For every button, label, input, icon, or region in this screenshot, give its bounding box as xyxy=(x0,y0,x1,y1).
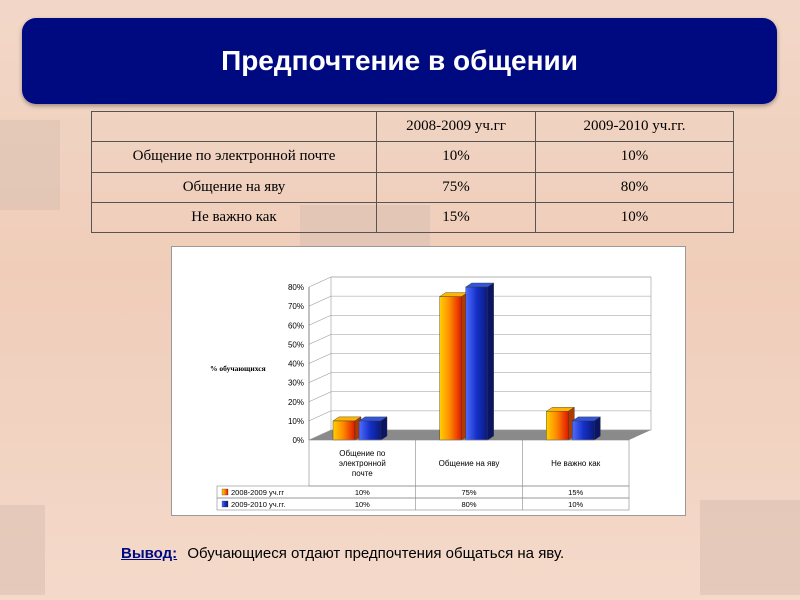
chart-y-tick-label: 50% xyxy=(288,340,304,349)
chart-table-row xyxy=(216,497,630,511)
chart-gridline xyxy=(308,314,332,326)
chart-bar xyxy=(546,411,569,441)
chart-y-tick-label: 70% xyxy=(288,302,304,311)
bar-chart: 0% 10% 20% 30% 40% 50% 60% 70% 80% % обучающихся О… xyxy=(171,246,686,516)
background-shape xyxy=(0,505,45,595)
table-header-cell: 2008-2009 уч.гг xyxy=(376,110,536,143)
table-cell: Не важно как xyxy=(91,201,377,234)
chart-bar xyxy=(358,420,382,441)
chart-bar-side xyxy=(380,416,388,441)
chart-y-tick-label: 20% xyxy=(288,398,304,407)
chart-category-label: Общение на яву xyxy=(439,459,500,468)
table-cell: 75% xyxy=(376,171,536,203)
chart-gridline xyxy=(308,372,332,383)
chart-data-label: 10% xyxy=(568,500,583,509)
chart-bar xyxy=(439,296,462,441)
table-header-row: 2008-2009 уч.гг 2009-2010 уч.гг. xyxy=(91,110,734,143)
chart-bar-side xyxy=(594,416,601,441)
chart-data-label: 10% xyxy=(355,500,370,509)
chart-y-tick-label: 10% xyxy=(288,417,304,426)
chart-gridline xyxy=(308,276,332,288)
chart-gridline xyxy=(308,429,332,441)
background-shape xyxy=(700,500,800,595)
table-cell: Общение по электронной почте xyxy=(91,141,377,173)
page-title: Предпочтение в общении xyxy=(221,45,578,76)
title-banner: Предпочтение в общении xyxy=(22,18,777,104)
chart-y-tick-label: 40% xyxy=(288,360,304,369)
table-cell: 10% xyxy=(535,201,734,234)
data-table: 2008-2009 уч.гг 2009-2010 уч.гг. Общение… xyxy=(91,110,734,234)
chart-legend-label: 2008-2009 уч.гг xyxy=(231,488,284,497)
chart-bar xyxy=(332,420,356,441)
chart-legend-key xyxy=(221,500,229,508)
table-cell: 15% xyxy=(376,201,536,234)
chart-bar xyxy=(465,286,488,441)
chart-bar xyxy=(572,420,595,441)
table-header-cell: 2009-2010 уч.гг. xyxy=(535,110,734,143)
chart-y-tick-label: 80% xyxy=(288,283,304,292)
chart-legend-key xyxy=(221,488,229,496)
chart-bar-side xyxy=(487,282,494,441)
chart-gridline xyxy=(308,334,332,345)
background-shape xyxy=(0,120,60,210)
chart-y-tick-label: 30% xyxy=(288,379,304,388)
conclusion-label: Вывод: xyxy=(121,545,178,562)
conclusion-text: Обучающиеся отдают предпочтения общаться… xyxy=(187,545,565,562)
chart-svg: 0% 10% 20% 30% 40% 50% 60% 70% 80% % обучающихся О… xyxy=(210,276,652,511)
chart-data-label: 80% xyxy=(461,500,476,509)
chart-data-label: 15% xyxy=(568,488,583,497)
chart-category-label: почте xyxy=(352,469,373,478)
chart-gridline xyxy=(308,391,332,403)
table-header-cell xyxy=(91,110,377,143)
chart-data-label: 75% xyxy=(461,488,476,497)
table-cell: 10% xyxy=(535,141,734,173)
table-cell: 10% xyxy=(376,141,536,173)
chart-y-tick-label: 60% xyxy=(288,321,304,330)
chart-gridline xyxy=(308,353,332,364)
chart-legend-label: 2009-2010 уч.гг. xyxy=(231,500,285,509)
chart-category-label: Общение по xyxy=(339,449,386,458)
chart-category-label: Не важно как xyxy=(551,459,601,468)
chart-gridline xyxy=(308,295,332,307)
chart-category-label: электронной xyxy=(339,459,386,468)
chart-data-label: 10% xyxy=(355,488,370,497)
table-row: Общение на яву 75% 80% xyxy=(91,171,734,203)
chart-y-axis-label: % обучающихся xyxy=(210,364,266,373)
chart-y-tick-label: 0% xyxy=(292,436,304,445)
table-cell: Общение на яву xyxy=(91,171,377,203)
conclusion: Вывод: Обучающиеся отдают предпочтения о… xyxy=(121,545,564,562)
table-row: Не важно как 15% 10% xyxy=(91,201,734,234)
table-row: Общение по электронной почте 10% 10% xyxy=(91,141,734,173)
table-cell: 80% xyxy=(535,171,734,203)
chart-gridline xyxy=(308,410,332,422)
